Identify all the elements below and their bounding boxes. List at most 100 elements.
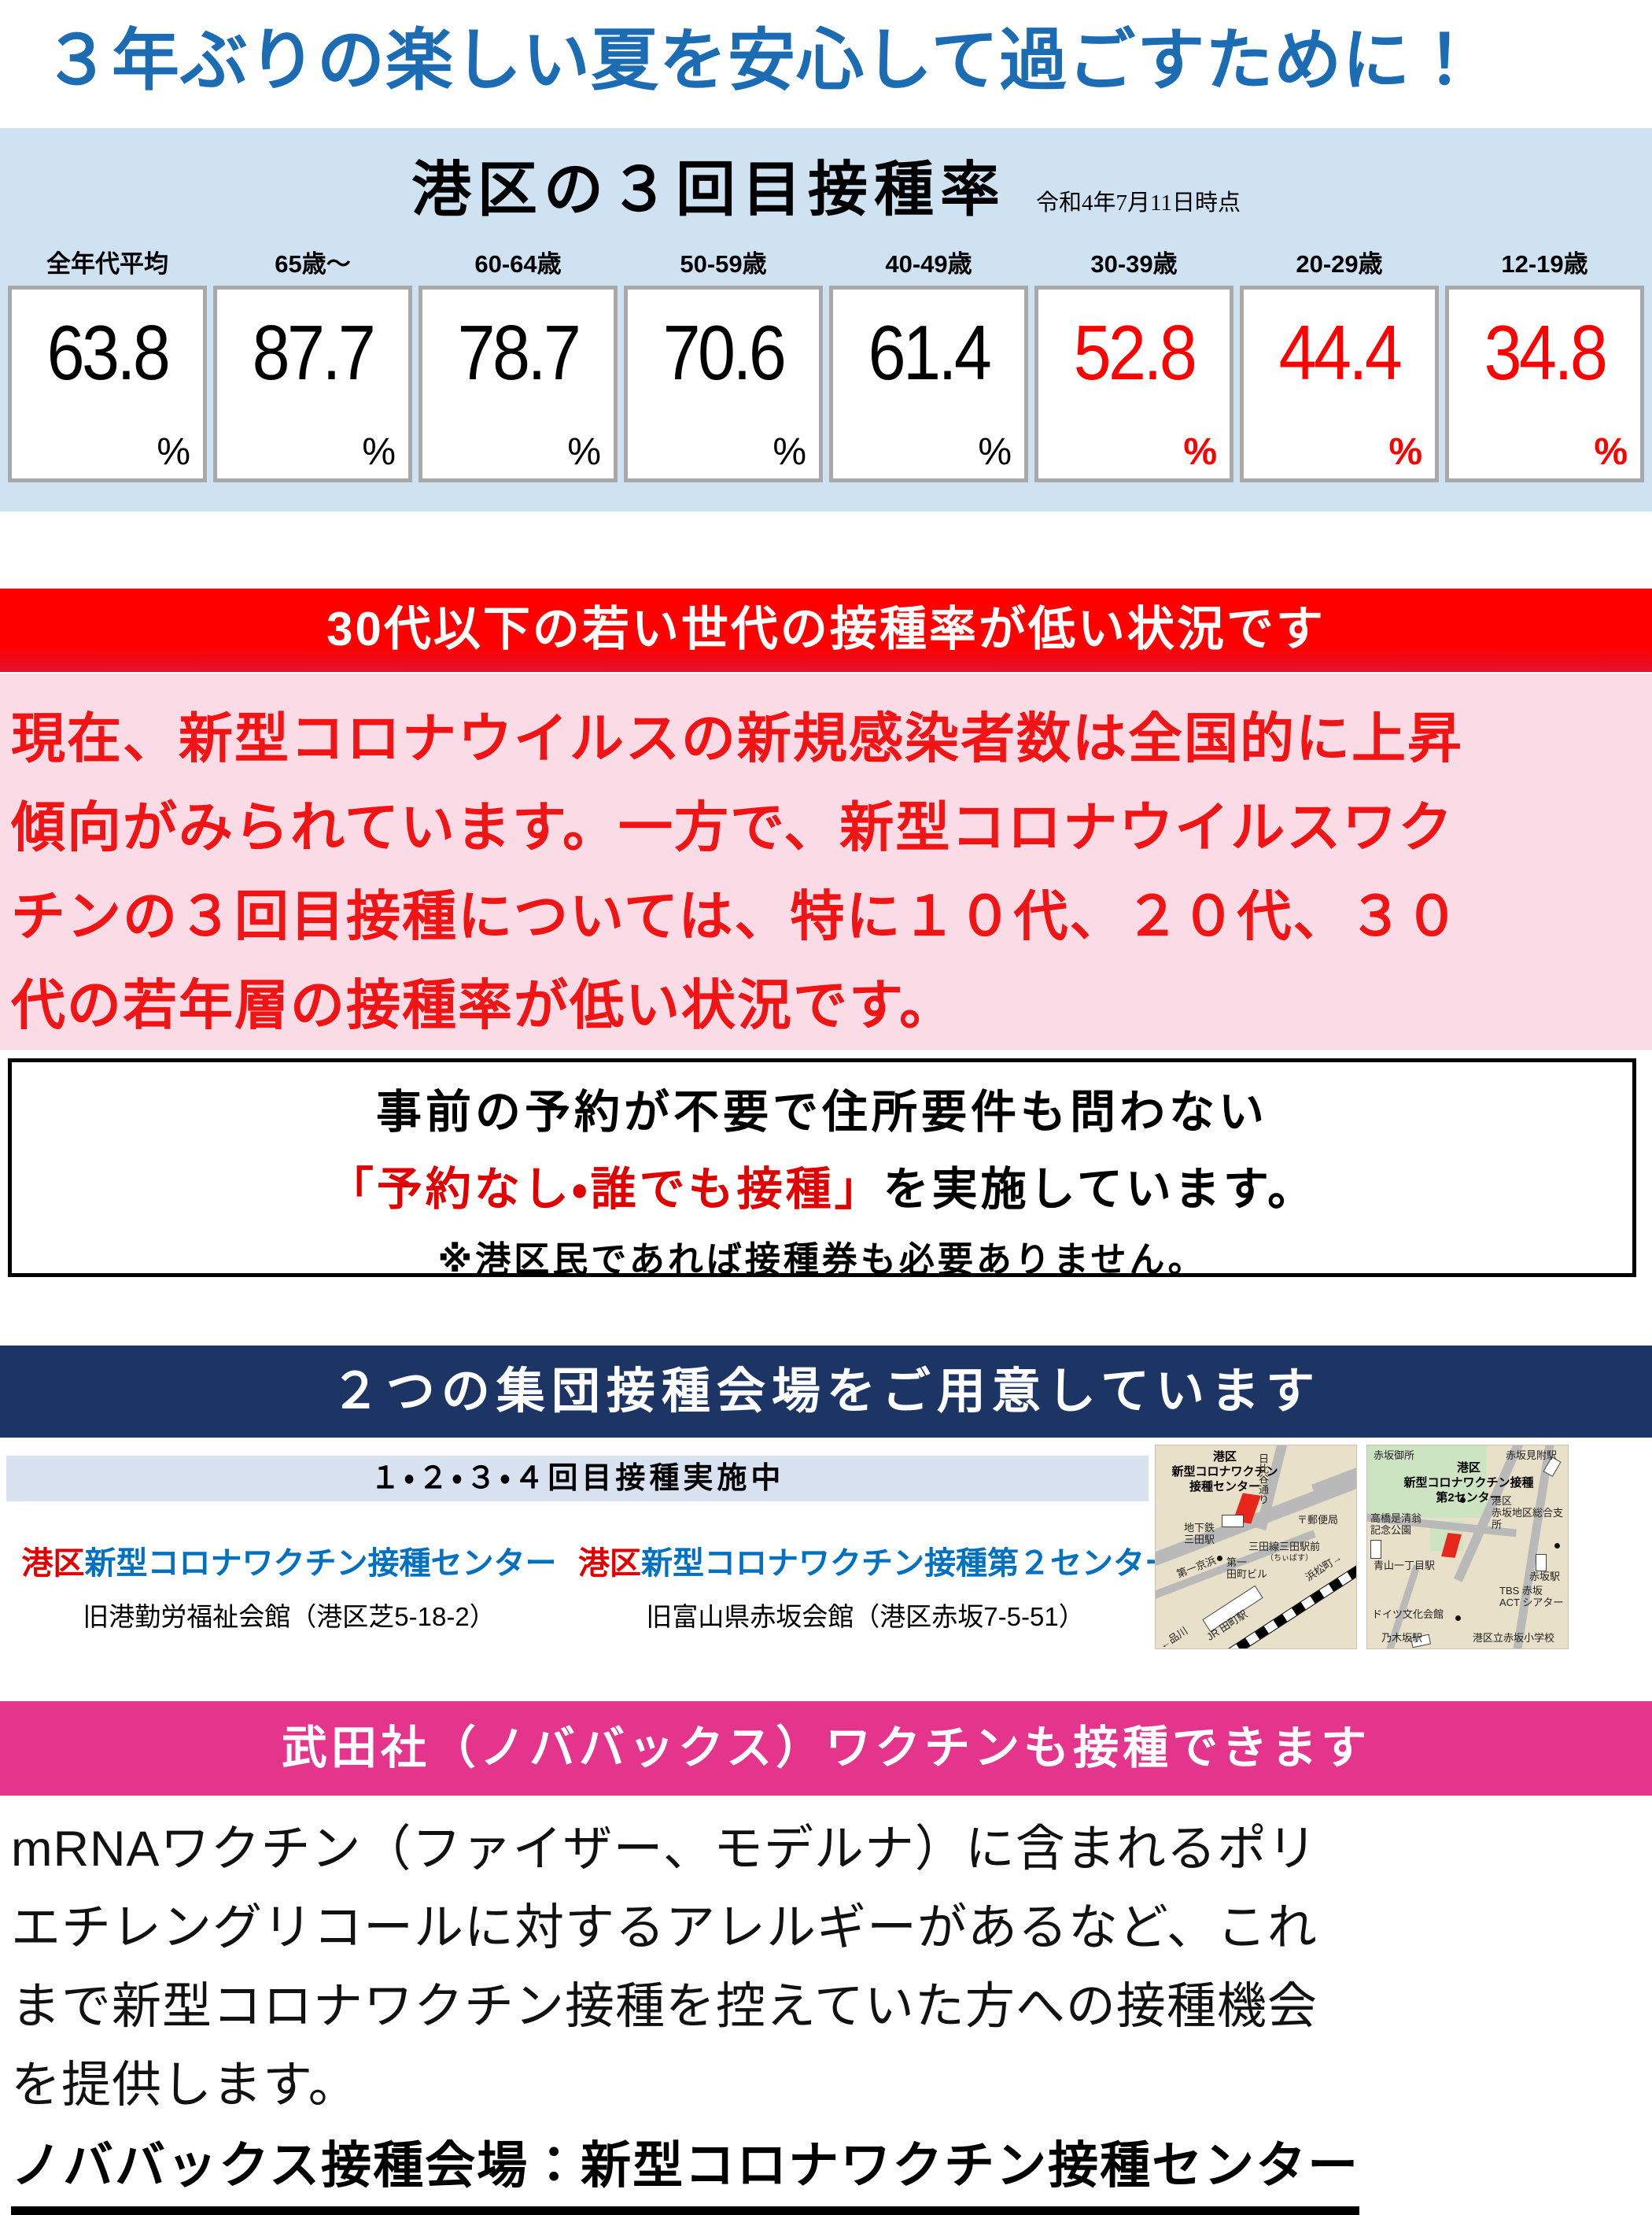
map-title: 港区 新型コロナワクチン接種 第2センター (1403, 1461, 1534, 1504)
age-group-label: 30-39歳 (1090, 250, 1178, 278)
vaccination-center-2: 港区新型コロナワクチン接種第２センター 旧富山県赤坂会館（港区赤坂7-5-51） (578, 1538, 1176, 1634)
rate-value: 63.8 (46, 309, 171, 396)
panel-title: 港区の３回目接種率 (411, 157, 1007, 223)
map-label-akasaka-mitsuke: 赤坂見附駅 (1506, 1449, 1558, 1461)
map-label-post-office: 〒郵便局 (1297, 1514, 1339, 1526)
rate-value: 70.6 (662, 309, 787, 396)
no-reservation-box: 事前の予約が不要で住所要件も問わない 「予約なし・誰でも接種」を実施しています。… (8, 1058, 1636, 1279)
map-label-nogizaka: 乃木坂駅 (1381, 1632, 1423, 1644)
stat-column-20-29: 20-29歳 44.4 % (1240, 243, 1439, 482)
novavax-line: を提供します。 (11, 2058, 359, 2113)
promo-line-1: 事前の予約が不要で住所要件も問わない (375, 1087, 1268, 1138)
rate-unit: % (1183, 431, 1217, 473)
map-label-shinagawa: ←品川 (1157, 1624, 1190, 1649)
novavax-line: エチレングリコールに対するアレルギーがあるなど、これ (11, 1900, 1318, 1955)
stat-column-65plus: 65歳〜 87.7 % (213, 243, 412, 482)
promo-line-2-rest: を実施しています。 (883, 1164, 1317, 1215)
stat-column-60-64: 60-64歳 78.7 % (419, 243, 618, 482)
map-label-chiibasu: （ちぃばす） (1266, 1554, 1313, 1563)
age-group-label: 60-64歳 (474, 250, 562, 278)
station-mita (1222, 1515, 1244, 1527)
situation-line: 傾向がみられています。一方で、新型コロナウイルスワク (11, 797, 1455, 858)
vaccination-center-1: 港区新型コロナワクチン接種センター 旧港勤労福祉会館（港区芝5-18-2） (8, 1538, 570, 1634)
map-label-tamachi-bldg: 第一 田町ビル (1226, 1556, 1268, 1580)
akasaka-gosho-area (1367, 1445, 1487, 1518)
center-title: 新型コロナワクチン接種センター (84, 1546, 557, 1581)
station-aoyama-itchome (1370, 1540, 1381, 1559)
rate-cell: 87.7 % (213, 286, 412, 482)
rate-unit: % (362, 431, 396, 473)
center-prefix: 港区 (21, 1546, 85, 1581)
rate-value: 34.8 (1484, 309, 1608, 396)
situation-line: 代の若年層の接種率が低い状況です。 (11, 975, 956, 1036)
rate-value: 61.4 (868, 309, 992, 396)
venues-banner: ２つの集団接種会場をご用意しています (0, 1346, 1652, 1438)
novavax-line: まで新型コロナワクチン接種を控えていた方への接種機会 (11, 1979, 1318, 2034)
age-group-label: 40-49歳 (885, 250, 972, 278)
map-label-akasaka-branch: 港区 赤坂地区総合支所 (1492, 1495, 1564, 1530)
map-dot (1554, 1543, 1560, 1549)
map-label-aoyama-itchome: 青山一丁目駅 (1374, 1560, 1436, 1571)
rate-cell: 63.8 % (8, 286, 207, 482)
novavax-venue-line: ノババックス接種会場：新型コロナワクチン接種センター (11, 2126, 1360, 2215)
as-of-date: 令和4年7月11日時点 (1036, 190, 1241, 216)
age-group-label: 65歳〜 (275, 250, 351, 278)
center-title: 新型コロナワクチン接種第２センター (641, 1546, 1176, 1581)
map-center-1: 港区 新型コロナワクチン 接種センター 日比谷通り 〒郵便局 地下鉄 三田駅 三… (1155, 1445, 1357, 1649)
page-title: ３年ぶりの楽しい夏を安心して過ごすために！ (43, 23, 1480, 98)
low-rate-alert-banner: 30代以下の若い世代の接種率が低い状況です (0, 589, 1652, 672)
map-label-mita-line-stop: 三田線三田駅前 (1248, 1541, 1321, 1552)
rate-cell: 61.4 % (829, 286, 1028, 482)
map-dot (1455, 1615, 1461, 1621)
booster-rate-panel: 港区の３回目接種率 令和4年7月11日時点 全年代平均 63.8 % 65歳〜 … (0, 128, 1652, 511)
panel-header: 港区の３回目接種率 令和4年7月11日時点 (0, 128, 1652, 227)
rate-value: 52.8 (1073, 309, 1197, 396)
stat-column-all-ages: 全年代平均 63.8 % (8, 243, 207, 482)
map-dot (1460, 1497, 1466, 1503)
rate-cell: 78.7 % (419, 286, 618, 482)
map-label-akasaka-elementary: 港区立赤坂小学校 (1473, 1632, 1555, 1644)
station-akasaka (1536, 1554, 1547, 1571)
map-label-hibiya-dori: 日比谷通り (1256, 1453, 1269, 1504)
map-label-akasaka-gosho: 赤坂御所 (1374, 1449, 1415, 1461)
age-group-label: 全年代平均 (46, 250, 168, 278)
rate-unit: % (773, 431, 806, 473)
age-group-label: 50-59歳 (680, 250, 767, 278)
age-group-label: 20-29歳 (1296, 250, 1383, 278)
rate-value: 44.4 (1278, 309, 1403, 396)
map-center-2: 港区 新型コロナワクチン接種 第2センター 赤坂御所 赤坂見附駅 高橋是清翁 記… (1366, 1445, 1569, 1649)
rate-unit: % (978, 431, 1012, 473)
rate-unit: % (157, 431, 190, 473)
rate-cell: 34.8 % (1445, 286, 1644, 482)
map-label-akasaka-station: 赤坂駅 (1529, 1571, 1561, 1582)
stat-column-12-19: 12-19歳 34.8 % (1445, 243, 1644, 482)
age-group-label: 12-19歳 (1501, 250, 1588, 278)
situation-paragraph: 現在、新型コロナウイルスの新規感染者数は全国的に上昇 傾向がみられています。一方… (0, 674, 1652, 1050)
map-label-tbs-act: TBS 赤坂 ACT シアター (1499, 1585, 1564, 1608)
center-address: 旧港勤労福祉会館（港区芝5-18-2） (83, 1602, 496, 1631)
map-title: 港区 新型コロナワクチン 接種センター (1171, 1450, 1278, 1493)
stat-column-40-49: 40-49歳 61.4 % (829, 243, 1028, 482)
dose-status-strip: １・２・３・４回目接種実施中 (6, 1456, 1149, 1501)
stat-column-50-59: 50-59歳 70.6 % (624, 243, 823, 482)
situation-line: 現在、新型コロナウイルスの新規感染者数は全国的に上昇 (11, 708, 1463, 769)
rate-cell: 70.6 % (624, 286, 823, 482)
rate-unit: % (567, 431, 601, 473)
promo-highlight: 「予約なし・誰でも接種」 (327, 1164, 883, 1215)
map-label-takahashi-park: 高橋是清翁 記念公園 (1370, 1512, 1422, 1536)
novavax-paragraph: mRNAワクチン（ファイザー、モデルナ）に含まれるポリ エチレングリコールに対す… (11, 1810, 1644, 2215)
venues-section: １・２・３・４回目接種実施中 港区新型コロナワクチン接種センター 旧港勤労福祉会… (0, 1445, 1652, 1696)
rate-cell: 52.8 % (1034, 286, 1233, 482)
center-prefix: 港区 (578, 1546, 641, 1581)
rate-table: 全年代平均 63.8 % 65歳〜 87.7 % 60-64歳 78.7 % 5… (0, 243, 1652, 482)
center-name: 港区新型コロナワクチン接種センター (8, 1538, 570, 1583)
novavax-banner: 武田社（ノババックス）ワクチンも接種できます (0, 1701, 1652, 1796)
rate-value: 78.7 (457, 309, 581, 396)
novavax-line: mRNAワクチン（ファイザー、モデルナ）に含まれるポリ (11, 1822, 1318, 1877)
promo-line-2: 「予約なし・誰でも接種」を実施しています。 (12, 1152, 1632, 1218)
map-label-german-culture: ドイツ文化会館 (1372, 1608, 1444, 1620)
rate-unit: % (1388, 431, 1422, 473)
situation-line: チンの３回目接種については、特に１０代、２０代、３０ (11, 886, 1461, 947)
rate-value: 87.7 (252, 309, 376, 396)
